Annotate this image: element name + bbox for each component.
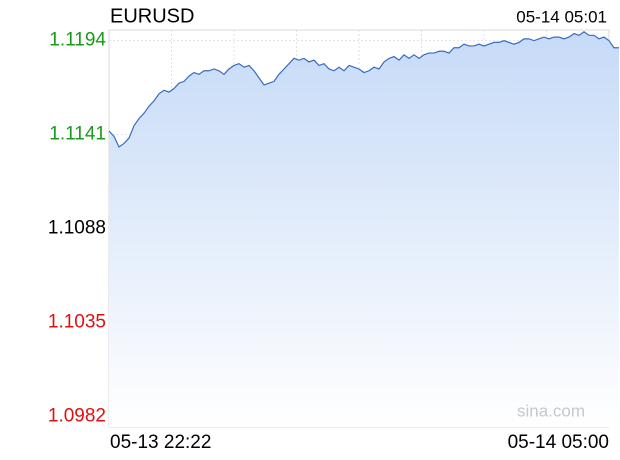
watermark: sina.com: [517, 401, 585, 420]
y-tick-label: 1.1035: [48, 311, 106, 332]
y-tick-label: 1.1194: [49, 30, 106, 51]
x-tick-label: 05-14 05:00: [508, 432, 609, 453]
y-tick-label: 1.1141: [49, 124, 106, 145]
chart-title: EURUSD: [110, 5, 194, 27]
x-tick-label: 05-13 22:22: [110, 432, 211, 453]
area: [109, 31, 619, 428]
y-tick-label: 1.1088: [48, 218, 106, 239]
y-tick-label: 1.0982: [48, 405, 106, 426]
timestamp: 05-14 05:01: [516, 7, 607, 26]
price-line: [108, 31, 619, 148]
